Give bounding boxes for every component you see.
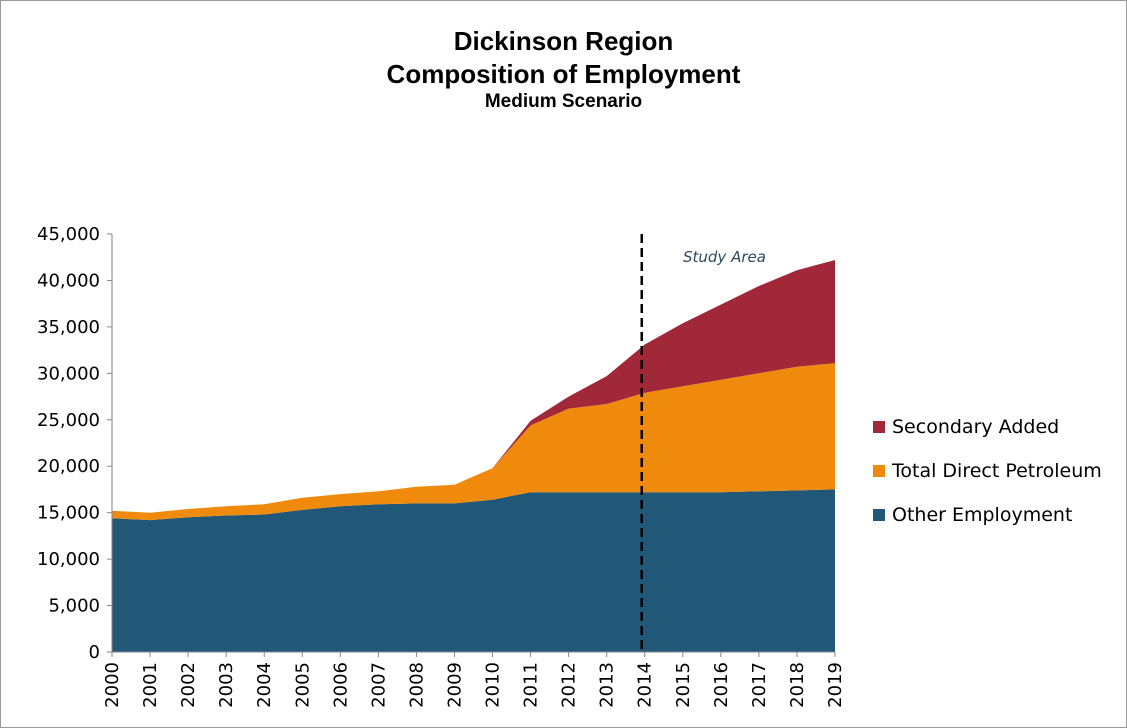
x-tick-label: 2013 [597, 662, 618, 708]
y-tick-label: 30,000 [37, 363, 100, 384]
x-tick-label: 2010 [483, 662, 504, 708]
legend-swatch-total-direct-petroleum [873, 465, 885, 477]
chart-titles: Dickinson Region Composition of Employme… [0, 24, 1127, 114]
x-tick-label: 2000 [102, 662, 123, 708]
x-tick-label: 2007 [368, 662, 389, 708]
area-secondary-added [112, 260, 835, 513]
x-tick-label: 2005 [292, 662, 313, 708]
x-tick-label: 2016 [711, 662, 732, 708]
y-tick-label: 15,000 [37, 503, 100, 524]
x-tick-label: 2003 [216, 662, 237, 708]
x-tick-label: 2018 [787, 662, 808, 708]
x-tick-label: 2017 [749, 662, 770, 708]
chart-legend: Secondary Added Total Direct Petroleum O… [873, 412, 1102, 544]
x-tick-label: 2012 [559, 662, 580, 708]
x-tick-label: 2015 [673, 662, 694, 708]
x-tick-label: 2004 [254, 662, 275, 708]
chart-title: Dickinson Region [453, 26, 674, 56]
legend-item-secondary-added: Secondary Added [873, 412, 1102, 442]
x-tick-label: 2009 [444, 662, 465, 708]
y-tick-label: 35,000 [37, 317, 100, 338]
x-tick-label: 2019 [825, 662, 846, 708]
y-tick-label: 20,000 [37, 456, 100, 477]
y-tick-label: 45,000 [37, 224, 100, 245]
y-tick-label: 5,000 [48, 596, 100, 617]
legend-swatch-secondary-added [873, 421, 885, 433]
x-tick-label: 2011 [521, 662, 542, 708]
x-tick-label: 2001 [140, 662, 161, 708]
x-tick-label: 2008 [406, 662, 427, 708]
legend-swatch-other-employment [873, 509, 885, 521]
area-other-employment [112, 489, 835, 652]
legend-label-other-employment: Other Employment [892, 504, 1073, 526]
study-area-label: Study Area [683, 248, 766, 266]
legend-item-total-direct-petroleum: Total Direct Petroleum [873, 456, 1102, 486]
chart-subtitle: Composition of Employment [386, 59, 741, 89]
y-tick-label: 40,000 [37, 270, 100, 291]
x-tick-label: 2002 [178, 662, 199, 708]
y-tick-label: 0 [89, 642, 100, 663]
y-tick-label: 10,000 [37, 549, 100, 570]
legend-label-secondary-added: Secondary Added [892, 416, 1060, 438]
chart-scenario: Medium Scenario [484, 91, 643, 112]
x-tick-label: 2006 [330, 662, 351, 708]
legend-item-other-employment: Other Employment [873, 500, 1102, 530]
x-tick-label: 2014 [635, 662, 656, 708]
legend-label-total-direct-petroleum: Total Direct Petroleum [892, 460, 1102, 482]
area-total-direct-petroleum [112, 363, 835, 521]
y-tick-label: 25,000 [37, 410, 100, 431]
